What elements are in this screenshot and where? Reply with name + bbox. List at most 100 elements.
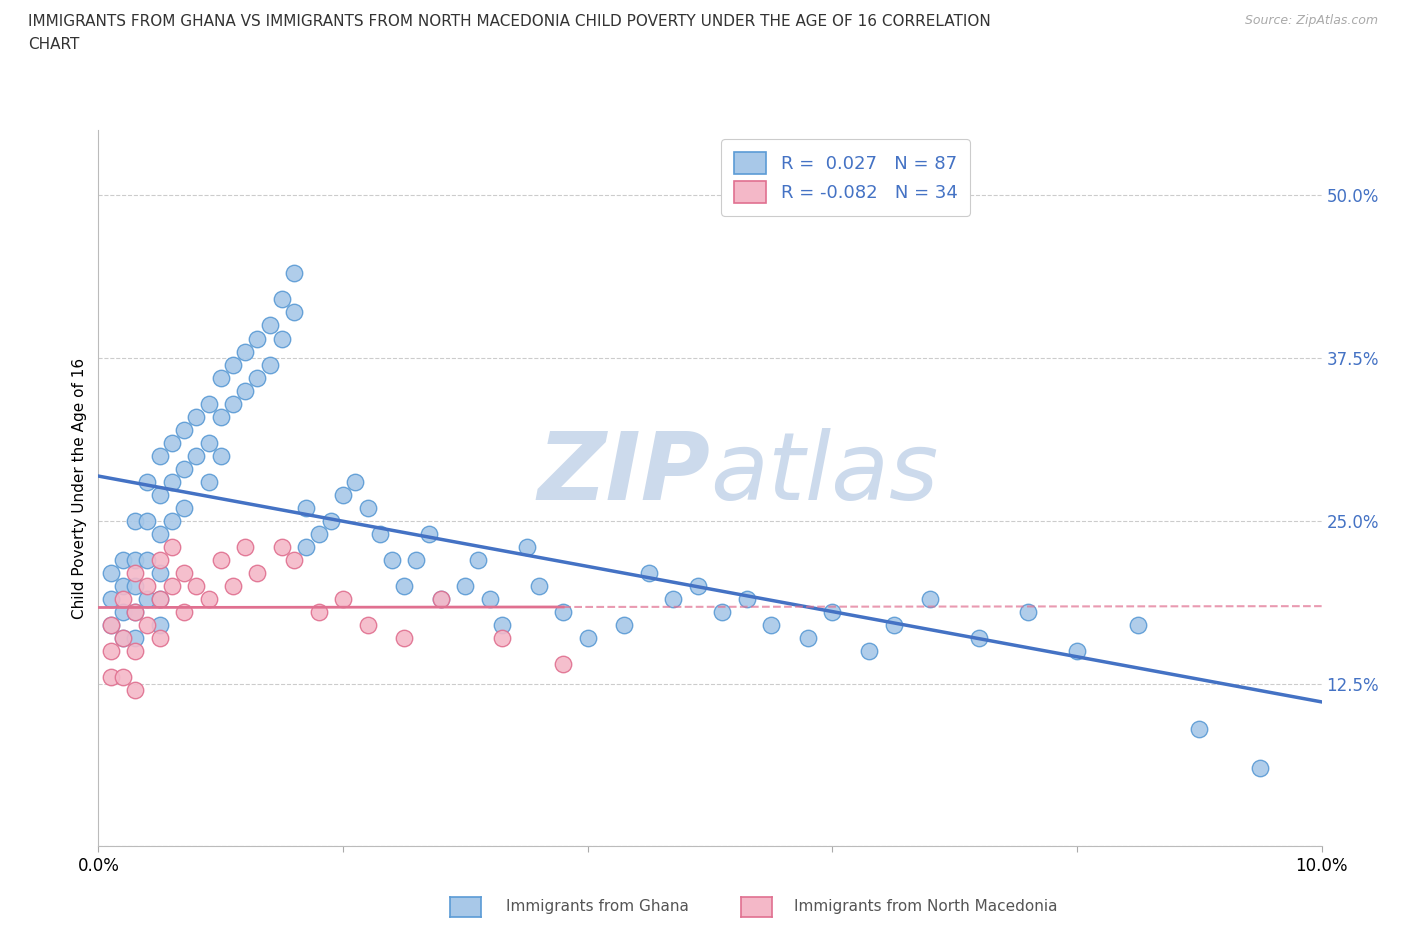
Point [124, 604, 146, 619]
Point [467, 552, 489, 567]
Text: Immigrants from North Macedonia: Immigrants from North Macedonia [794, 899, 1057, 914]
Point [124, 631, 146, 645]
Point [516, 539, 538, 554]
Point [124, 644, 146, 658]
Point [111, 578, 134, 593]
Point [186, 448, 208, 463]
Point [759, 618, 782, 632]
Point [295, 500, 318, 515]
Point [491, 618, 513, 632]
Y-axis label: Child Poverty Under the Age of 16: Child Poverty Under the Age of 16 [72, 358, 87, 618]
Point [259, 318, 281, 333]
Point [124, 552, 146, 567]
Point [1128, 618, 1150, 632]
Point [381, 552, 404, 567]
Point [613, 618, 636, 632]
Point [858, 644, 880, 658]
Point [111, 604, 134, 619]
Point [160, 539, 183, 554]
Point [246, 331, 269, 346]
Point [124, 565, 146, 580]
Point [332, 591, 354, 606]
Point [111, 670, 134, 684]
Point [124, 513, 146, 528]
Point [392, 578, 416, 593]
Point [100, 618, 122, 632]
Point [149, 552, 172, 567]
Point [222, 396, 245, 411]
Point [233, 344, 256, 359]
Point [295, 539, 318, 554]
Point [160, 435, 183, 450]
Point [1188, 722, 1211, 737]
Point [418, 526, 440, 541]
Point [149, 526, 172, 541]
Point [124, 578, 146, 593]
Point [527, 578, 550, 593]
Text: Immigrants from Ghana: Immigrants from Ghana [506, 899, 689, 914]
Point [111, 631, 134, 645]
Point [173, 500, 195, 515]
Point [1066, 644, 1088, 658]
Point [270, 539, 292, 554]
Point [270, 331, 292, 346]
Point [553, 657, 575, 671]
Point [197, 435, 219, 450]
Point [392, 631, 416, 645]
Point [111, 552, 134, 567]
Point [197, 591, 219, 606]
Point [209, 448, 232, 463]
Legend: R =  0.027   N = 87, R = -0.082   N = 34: R = 0.027 N = 87, R = -0.082 N = 34 [721, 140, 970, 216]
Point [124, 683, 146, 698]
Text: CHART: CHART [28, 37, 80, 52]
Point [173, 461, 195, 476]
Point [797, 631, 820, 645]
Point [283, 266, 305, 281]
Point [149, 565, 172, 580]
Point [319, 513, 342, 528]
Point [246, 565, 269, 580]
Point [430, 591, 453, 606]
Point [149, 631, 172, 645]
Point [149, 591, 172, 606]
Point [197, 396, 219, 411]
Point [576, 631, 599, 645]
Point [270, 292, 292, 307]
Point [209, 370, 232, 385]
Point [821, 604, 844, 619]
Point [136, 474, 159, 489]
Point [136, 591, 159, 606]
Point [233, 383, 256, 398]
Point [430, 591, 453, 606]
Point [283, 552, 305, 567]
Point [173, 604, 195, 619]
Point [149, 448, 172, 463]
Point [124, 604, 146, 619]
Point [356, 500, 378, 515]
Point [100, 644, 122, 658]
Point [173, 565, 195, 580]
Point [136, 578, 159, 593]
Point [454, 578, 477, 593]
Point [308, 526, 330, 541]
Point [186, 409, 208, 424]
Point [233, 539, 256, 554]
Point [149, 618, 172, 632]
Point [491, 631, 513, 645]
Point [478, 591, 501, 606]
Point [173, 422, 195, 437]
Point [356, 618, 378, 632]
Point [136, 618, 159, 632]
Point [920, 591, 942, 606]
Point [100, 565, 122, 580]
Text: ZIP: ZIP [537, 428, 710, 520]
Point [711, 604, 734, 619]
Point [1249, 761, 1271, 776]
Text: Source: ZipAtlas.com: Source: ZipAtlas.com [1244, 14, 1378, 27]
Point [209, 552, 232, 567]
Point [332, 487, 354, 502]
Point [111, 591, 134, 606]
Point [136, 552, 159, 567]
Point [735, 591, 758, 606]
Point [160, 578, 183, 593]
